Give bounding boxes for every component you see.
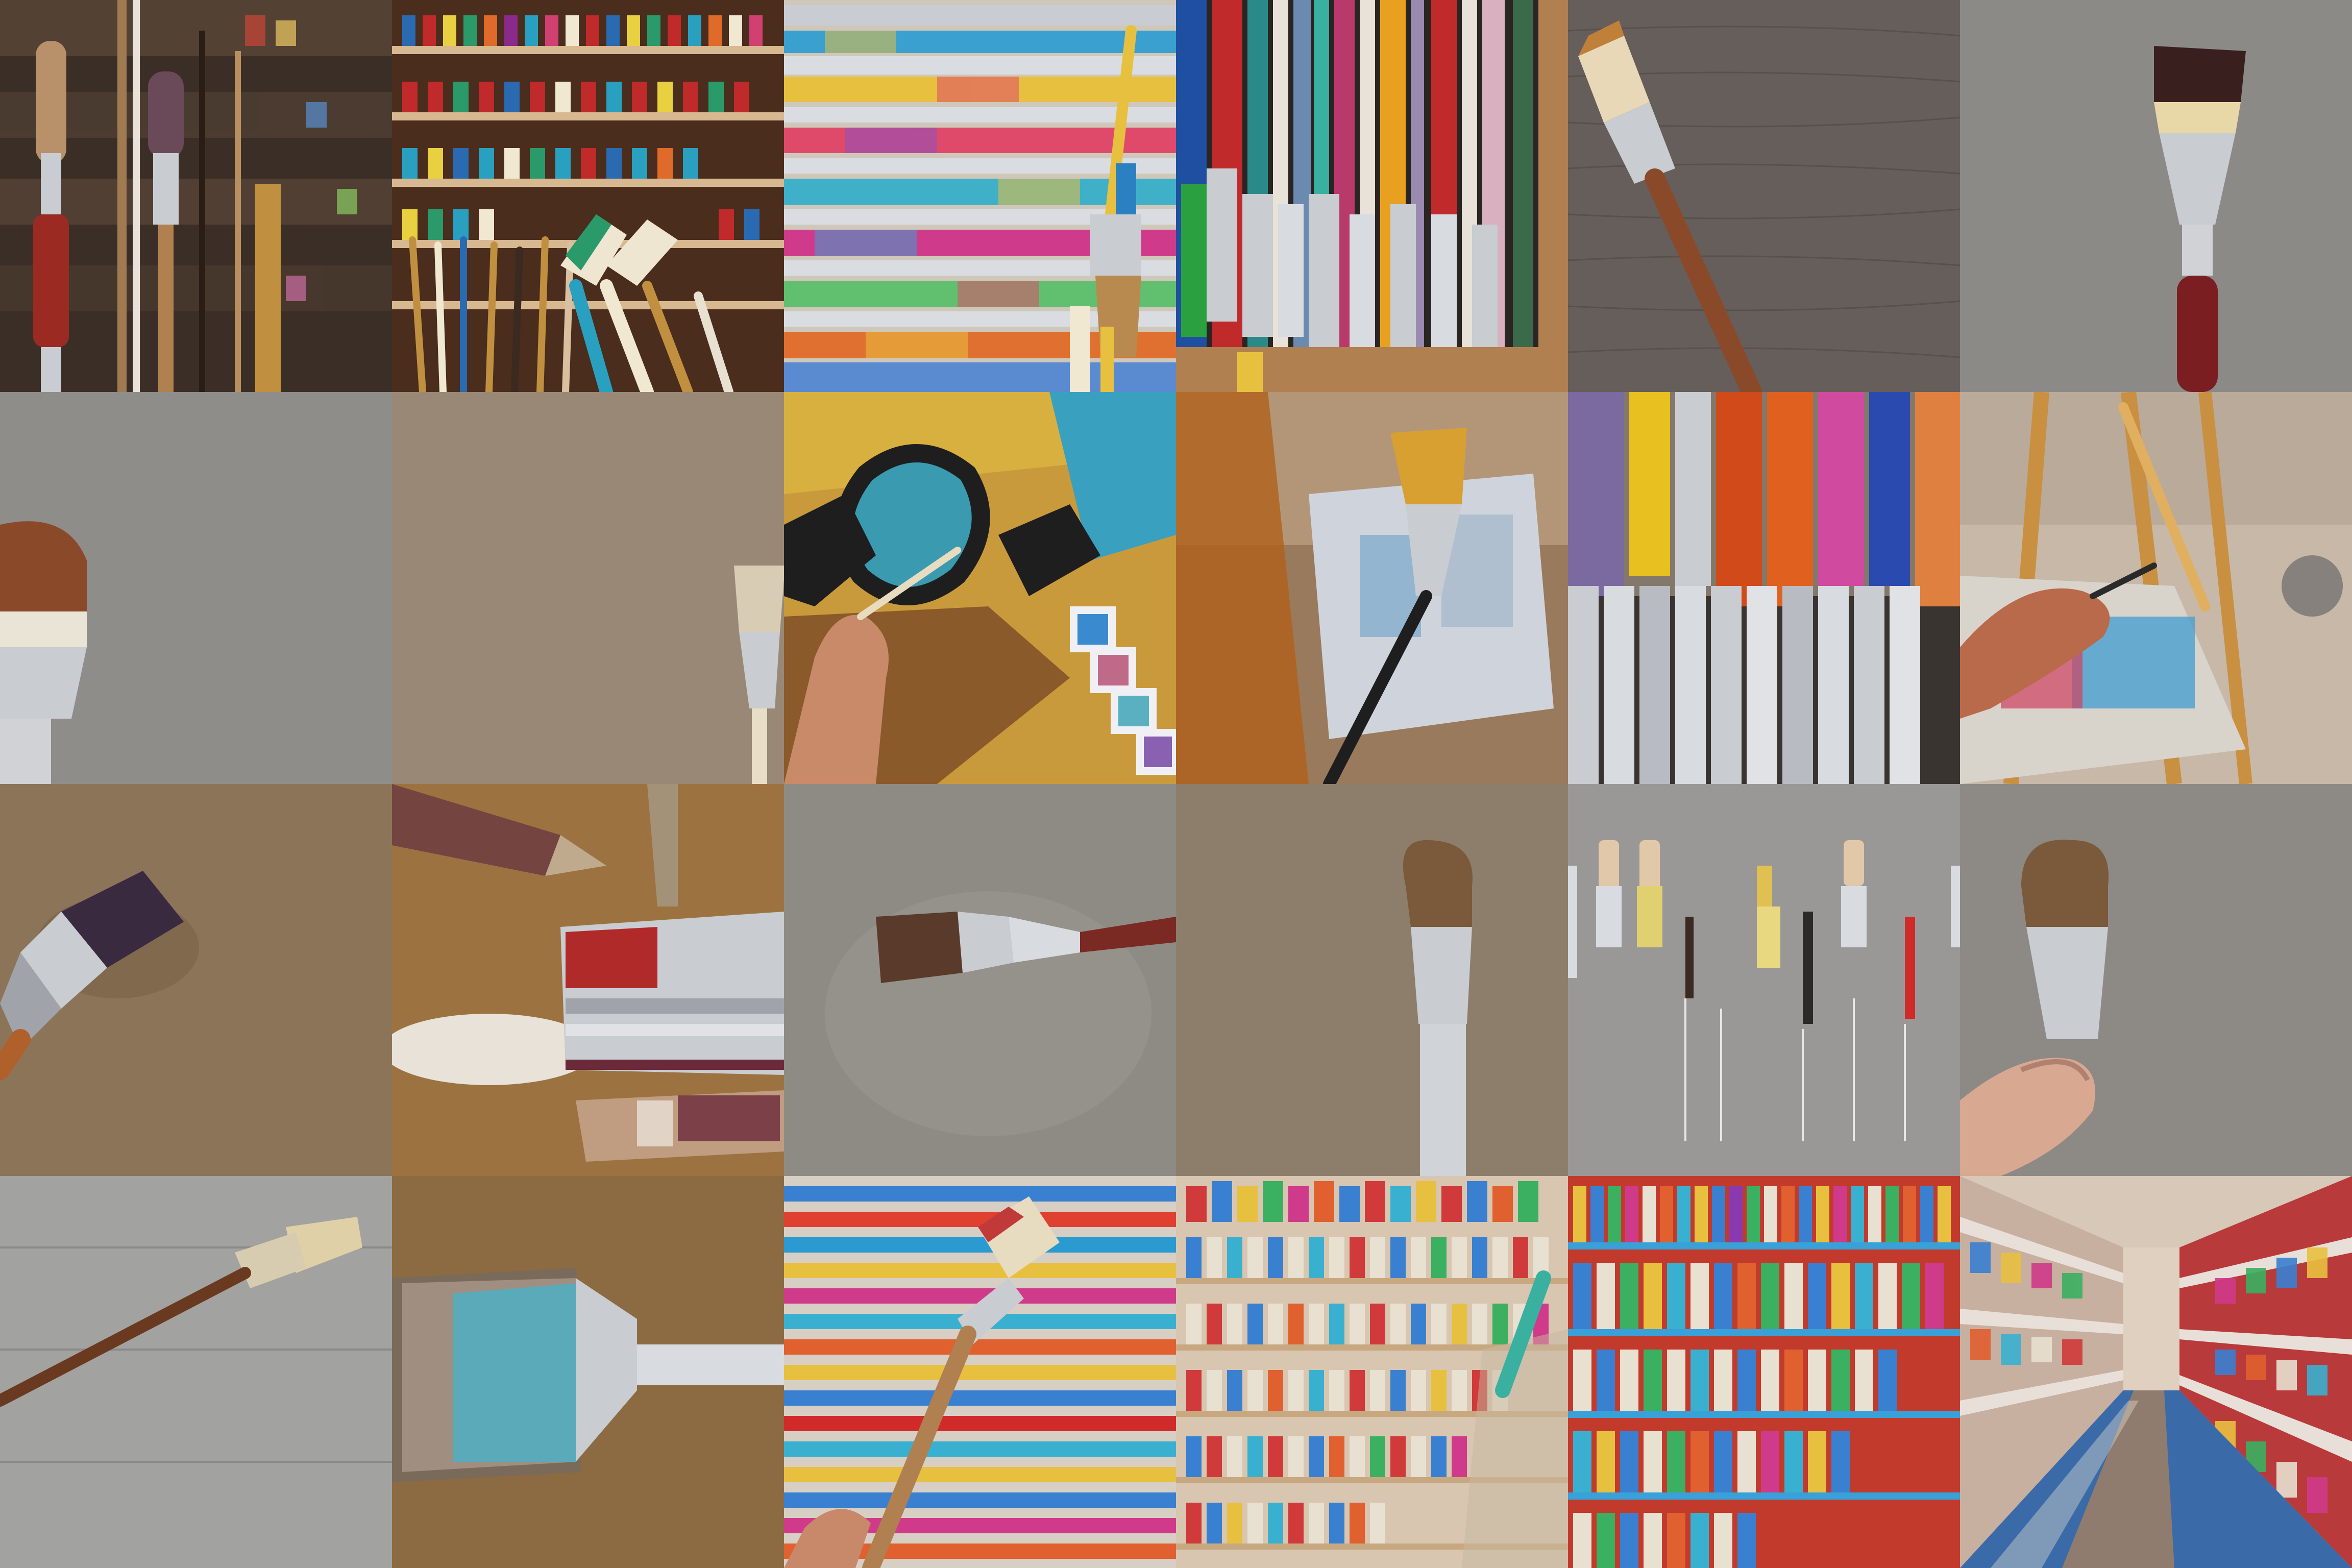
paint-shelves-illustration [392,0,784,392]
brushes-shelves-illustration [0,0,392,392]
tile-brush-on-brown-backdrop [0,784,392,1176]
tile-row-of-painted-brushes [1568,392,1960,784]
tile-paint-store-shelves [1176,1176,1568,1568]
tile-flat-brush-gray-backdrop [1960,0,2352,392]
brush-handles-illustration [1176,0,1568,392]
hand-painting-illustration [784,392,1176,784]
brush-brown-illustration [0,784,392,1176]
tile-brush-over-striped-paint [784,1176,1176,1568]
tile-brushes-flying-brown-backdrop [392,784,784,1176]
brush-gray-illustration [1960,0,2352,392]
store-shelves-illustration [1176,1176,1568,1568]
red-shelves-illustration [1568,1176,1960,1568]
tile-brush-on-gray-planks [0,1176,392,1568]
tile-flat-brush-on-wood [1568,0,1960,392]
tile-art-store-aisle [1960,1176,2352,1568]
brush-planks-illustration [0,1176,392,1568]
rainbow-shelves-illustration [784,0,1176,392]
painted-brushes-illustration [1568,392,1960,784]
brushes-flying-illustration [392,784,784,1176]
brush-on-wood-illustration [1568,0,1960,392]
hand-brush-illustration [1960,392,2352,784]
brush-right-illustration [392,392,784,784]
tile-hand-with-brush-blurred [1960,392,2352,784]
striped-paint-illustration [784,1176,1176,1568]
brush-edge-illustration [0,392,392,784]
tile-brushes-hanging-gray-wall [1568,784,1960,1176]
store-aisle-illustration [1960,1176,2352,1568]
tile-brush-horizontal-gray [784,784,1176,1176]
tile-brush-against-rainbow-shelves [784,0,1176,392]
tile-wide-brush-tan-backdrop [392,1176,784,1568]
brush-vertical-illustration [1176,784,1568,1176]
tile-colorful-brush-handles-closeup [1176,0,1568,392]
hand-holding-illustration [1960,784,2352,1176]
tile-red-shelves-paint-tubes [1568,1176,1960,1568]
tile-paintbrushes-before-shelves [0,0,392,392]
wide-brush-illustration [392,1176,784,1568]
brush-canvas-illustration [1176,392,1568,784]
tile-brush-vertical-taupe [1176,784,1568,1176]
brush-horizontal-illustration [784,784,1176,1176]
tile-hand-painting-abstract [784,392,1176,784]
brushes-wall-illustration [1568,784,1960,1176]
tile-brush-before-canvas-blurred [1176,392,1568,784]
tile-brush-head-at-left-edge [0,392,392,784]
tile-brushes-in-front-of-paint-shelves [392,0,784,392]
tile-hand-holding-brush [1960,784,2352,1176]
tile-small-brush-at-right-edge [392,392,784,784]
